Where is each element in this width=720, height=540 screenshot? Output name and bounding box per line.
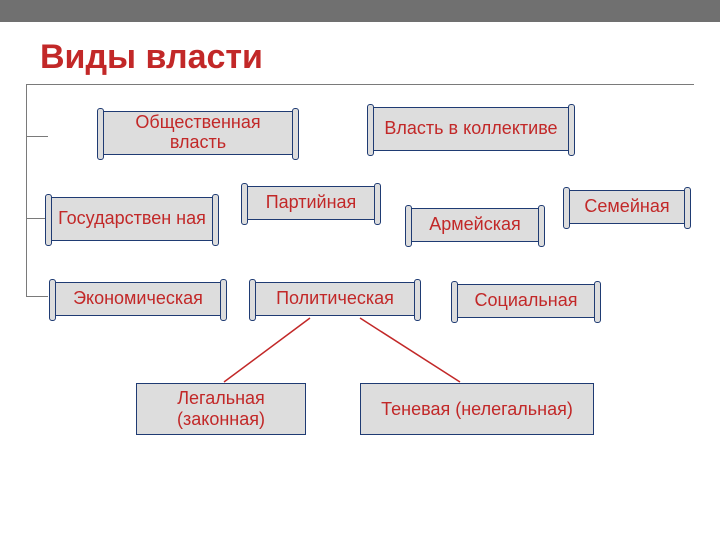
node-label: Экономическая [73, 289, 203, 309]
node-tenevaya: Теневая (нелегальная) [360, 383, 594, 435]
node-label: Теневая (нелегальная) [381, 399, 573, 420]
node-armejskaya: Армейская [408, 208, 542, 242]
slide-stage: Виды власти Общественная власть Власть в… [0, 0, 720, 540]
bracket-stub-3 [26, 296, 48, 297]
node-partijnaya: Партийная [244, 186, 378, 220]
node-ekonomicheskaya: Экономическая [52, 282, 224, 316]
top-accent-bar [0, 0, 720, 22]
title-rule [26, 84, 694, 85]
node-obshchestvennaya: Общественная власть [100, 111, 296, 155]
bracket-vertical [26, 84, 27, 296]
node-label: Государствен ная [58, 209, 206, 229]
node-politicheskaya: Политическая [252, 282, 418, 316]
node-semejnaya: Семейная [566, 190, 688, 224]
node-label: Политическая [276, 289, 394, 309]
node-label: Социальная [475, 291, 578, 311]
node-label: Семейная [584, 197, 669, 217]
node-label: Власть в коллективе [384, 119, 557, 139]
node-label: Партийная [266, 193, 357, 213]
node-gosudarstvennaya: Государствен ная [48, 197, 216, 241]
edge-politicheskaya-legalnaya [0, 0, 720, 540]
bracket-stub-1 [26, 136, 48, 137]
node-label: Общественная власть [107, 113, 289, 153]
node-label: Легальная (законная) [145, 388, 297, 429]
node-socialnaya: Социальная [454, 284, 598, 318]
node-vlast-v-kollektive: Власть в коллективе [370, 107, 572, 151]
node-legalnaya: Легальная (законная) [136, 383, 306, 435]
node-label: Армейская [429, 215, 521, 235]
edge-politicheskaya-tenevaya [0, 0, 720, 540]
page-title: Виды власти [40, 38, 263, 77]
